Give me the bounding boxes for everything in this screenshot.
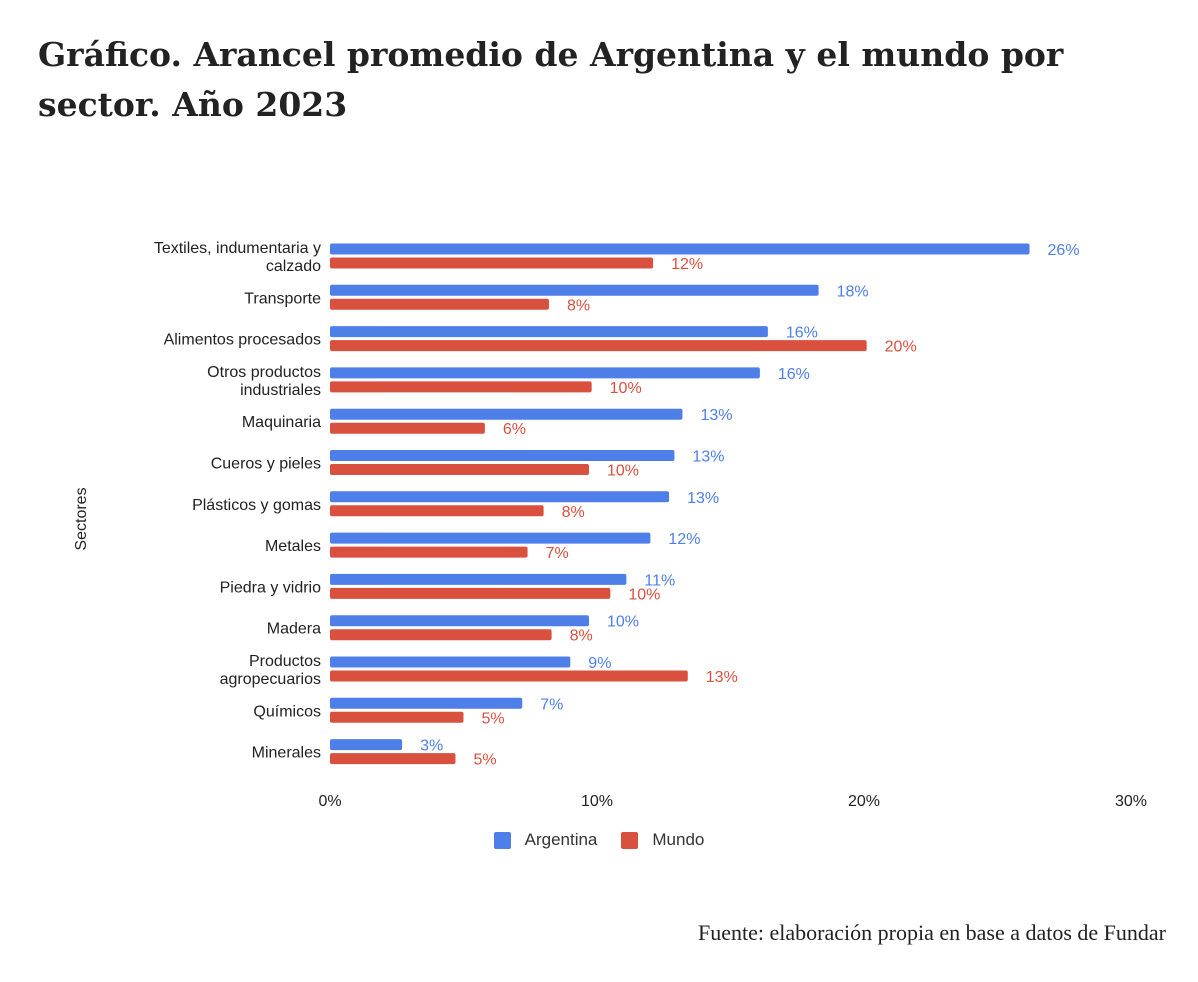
argentina-data-label: 11% bbox=[644, 572, 675, 589]
category-label: Productos agropecuarios bbox=[220, 653, 321, 688]
argentina-data-label: 10% bbox=[607, 614, 639, 631]
mundo-bar bbox=[330, 257, 654, 269]
argentina-bar bbox=[330, 697, 523, 709]
mundo-bar bbox=[330, 587, 611, 599]
argentina-data-label: 13% bbox=[700, 407, 732, 424]
bar-chart: Textiles, indumentaria y calzado 26% 12% Tra… bbox=[73, 240, 1147, 810]
argentina-data-label: 16% bbox=[778, 366, 810, 383]
argentina-data-label: 7% bbox=[540, 696, 563, 713]
mundo-data-label: 10% bbox=[607, 463, 639, 480]
argentina-bar bbox=[330, 450, 675, 461]
x-tick-label: 20% bbox=[848, 793, 880, 810]
category-label: Plásticos y gomas bbox=[192, 497, 321, 514]
y-axis-title: Sectores bbox=[73, 487, 90, 550]
legend-label-argentina: Argentina bbox=[524, 830, 598, 849]
mundo-data-label: 20% bbox=[885, 339, 917, 356]
mundo-data-label: 12% bbox=[671, 256, 703, 273]
mundo-data-label: 5% bbox=[482, 710, 505, 727]
mundo-bar bbox=[330, 422, 485, 434]
argentina-data-label: 18% bbox=[837, 283, 869, 300]
category-label: Otros productos industriales bbox=[207, 364, 321, 399]
argentina-data-label: 16% bbox=[786, 325, 818, 342]
argentina-data-label: 3% bbox=[420, 738, 443, 755]
category-label: Madera bbox=[267, 621, 321, 638]
mundo-data-label: 6% bbox=[503, 421, 526, 438]
mundo-data-label: 13% bbox=[706, 669, 738, 686]
mundo-bar bbox=[330, 753, 456, 765]
mundo-data-label: 10% bbox=[628, 586, 660, 603]
category-label: Minerales bbox=[252, 745, 321, 762]
category-label: Piedra y vidrio bbox=[220, 579, 321, 596]
x-tick-label: 0% bbox=[318, 793, 341, 810]
category-label: Cueros y pieles bbox=[211, 456, 321, 473]
chart-title: Gráfico. Arancel promedio de Argentina y… bbox=[38, 35, 1064, 124]
legend-swatch-argentina bbox=[493, 831, 511, 849]
argentina-data-label: 9% bbox=[588, 655, 611, 672]
mundo-bar bbox=[330, 298, 549, 310]
mundo-data-label: 8% bbox=[567, 297, 590, 314]
mundo-bar bbox=[330, 670, 688, 682]
argentina-bar bbox=[330, 367, 760, 379]
x-tick-label: 10% bbox=[581, 793, 613, 810]
mundo-bar bbox=[330, 546, 528, 558]
source-note: Fuente: elaboración propia en base a dat… bbox=[698, 920, 1166, 945]
argentina-data-label: 26% bbox=[1048, 242, 1080, 259]
legend-item-mundo[interactable]: Mundo bbox=[621, 830, 704, 850]
category-label: Químicos bbox=[253, 703, 321, 720]
argentina-bar bbox=[330, 408, 683, 420]
argentina-bar bbox=[330, 284, 819, 296]
legend-item-argentina[interactable]: Argentina bbox=[493, 830, 598, 850]
argentina-data-label: 13% bbox=[692, 449, 724, 466]
category-label: Metales bbox=[265, 538, 321, 555]
mundo-bar bbox=[330, 711, 464, 723]
legend-label-mundo: Mundo bbox=[652, 830, 705, 849]
mundo-bar bbox=[330, 629, 552, 641]
mundo-data-label: 7% bbox=[546, 545, 569, 562]
argentina-bar bbox=[330, 491, 670, 503]
mundo-data-label: 5% bbox=[473, 752, 496, 769]
argentina-bar bbox=[330, 615, 589, 627]
argentina-bar bbox=[330, 532, 651, 544]
mundo-bar bbox=[330, 505, 544, 517]
category-label: Maquinaria bbox=[242, 414, 321, 431]
mundo-data-label: 8% bbox=[562, 504, 585, 521]
argentina-bar bbox=[330, 656, 571, 668]
argentina-bar bbox=[330, 573, 627, 585]
legend-swatch-mundo bbox=[621, 831, 639, 849]
category-label: Alimentos procesados bbox=[164, 332, 321, 349]
mundo-bar bbox=[330, 464, 589, 475]
argentina-bar bbox=[330, 739, 403, 751]
mundo-data-label: 8% bbox=[570, 628, 593, 645]
x-tick-label: 30% bbox=[1115, 793, 1147, 810]
legend: Argentina Mundo bbox=[0, 830, 1198, 850]
argentina-data-label: 13% bbox=[687, 490, 719, 507]
mundo-data-label: 10% bbox=[610, 380, 642, 397]
argentina-bar bbox=[330, 243, 1030, 255]
category-label: Transporte bbox=[244, 290, 321, 307]
mundo-bar bbox=[330, 340, 867, 352]
category-label: Textiles, indumentaria y calzado bbox=[154, 240, 321, 275]
argentina-data-label: 12% bbox=[668, 531, 700, 548]
mundo-bar bbox=[330, 381, 592, 393]
argentina-bar bbox=[330, 326, 768, 338]
